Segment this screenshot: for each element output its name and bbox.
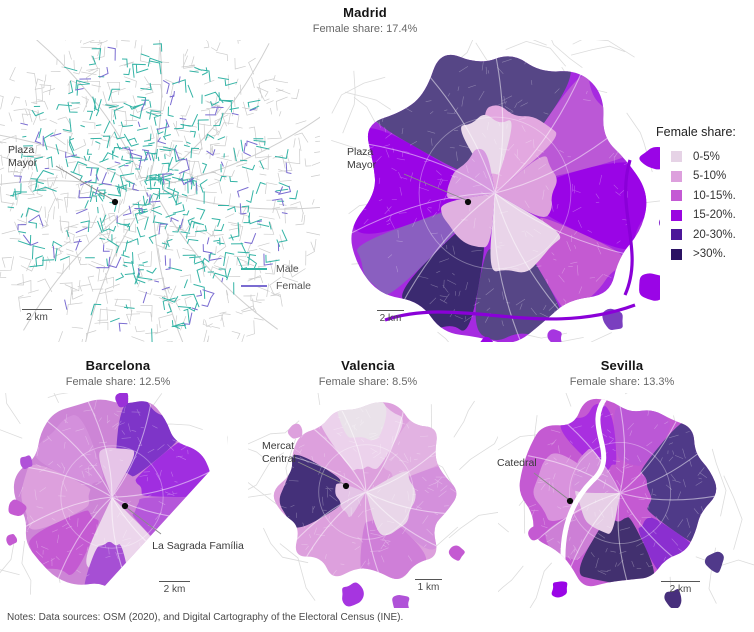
madrid-subtitle: Female share: 17.4% <box>312 23 418 35</box>
legend-swatch <box>671 190 682 202</box>
barcelona-map <box>0 393 228 608</box>
scale-bar-sevilla: 2 km <box>661 581 700 595</box>
legend-item: 20-30%. <box>656 225 754 245</box>
valencia-map <box>248 393 498 608</box>
scale-bar-label: 2 km <box>26 312 48 323</box>
scale-bar-line <box>159 581 190 582</box>
legend-swatch <box>671 229 682 241</box>
madrid-street-network-map <box>0 40 320 342</box>
scale-bar-line <box>661 581 700 582</box>
annotation-plaza-mayor-choropleth: Plaza Mayor <box>347 146 377 171</box>
legend-swatch <box>671 209 682 221</box>
male-line-swatch <box>241 267 267 270</box>
legend-label: 15-20%. <box>693 209 736 222</box>
scale-bar-street-map: 2 km <box>22 309 52 323</box>
legend-item: 0-5% <box>656 147 754 167</box>
legend-swatch <box>671 248 682 260</box>
legend-label: 0-5% <box>693 150 720 163</box>
legend-item: 15-20%. <box>656 206 754 226</box>
scale-bar-valencia: 1 km <box>415 579 442 593</box>
sevilla-map <box>498 393 754 608</box>
barcelona-subtitle: Female share: 12.5% <box>65 376 171 388</box>
scale-bar-label: 1 km <box>417 582 440 593</box>
scale-bar-madrid-map: 2 km <box>377 310 404 324</box>
scale-bar-label: 2 km <box>163 584 186 595</box>
male-female-legend: Male Female <box>241 260 311 294</box>
annotation-plaza-mayor-street: Plaza Mayor <box>8 144 38 169</box>
madrid-title: Madrid <box>343 5 387 20</box>
legend-label: 5-10% <box>693 170 727 183</box>
scale-bar-line <box>22 309 52 310</box>
annotation-sagrada-familia: La Sagrada Família <box>152 540 244 552</box>
legend-item: >30%. <box>656 245 754 265</box>
valencia-subtitle: Female share: 8.5% <box>318 376 418 388</box>
legend-item: 10-15%. <box>656 186 754 206</box>
legend-title: Female share: <box>656 125 736 139</box>
female-line-swatch <box>241 284 267 287</box>
male-label: Male <box>276 262 299 275</box>
legend-label: 10-15%. <box>693 189 736 202</box>
legend-row-male: Male <box>241 260 311 277</box>
scale-bar-line <box>377 310 404 311</box>
female-share-legend: Female share: 0-5% 5-10% 10-15%. 15-20%.… <box>656 125 754 264</box>
legend-item: 5-10% <box>656 167 754 187</box>
notes-text: Notes: Data sources: OSM (2020), and Dig… <box>7 612 404 623</box>
valencia-title: Valencia <box>341 358 395 373</box>
sevilla-subtitle: Female share: 13.3% <box>569 376 675 388</box>
legend-row-female: Female <box>241 277 311 294</box>
annotation-mercat-central: Mercat Central <box>262 440 296 465</box>
barcelona-title: Barcelona <box>85 358 151 373</box>
legend-label: 20-30%. <box>693 228 736 241</box>
scale-bar-barcelona: 2 km <box>159 581 190 595</box>
female-label: Female <box>276 279 312 292</box>
scale-bar-line <box>415 579 442 580</box>
legend-swatch <box>671 151 682 163</box>
scale-bar-label: 2 km <box>669 584 692 595</box>
scale-bar-label: 2 km <box>379 313 402 324</box>
madrid-choropleth-map <box>331 40 660 342</box>
legend-swatch <box>671 170 682 182</box>
sevilla-title: Sevilla <box>600 358 644 373</box>
annotation-catedral: Catedral <box>497 457 537 469</box>
legend-label: >30%. <box>693 248 726 261</box>
